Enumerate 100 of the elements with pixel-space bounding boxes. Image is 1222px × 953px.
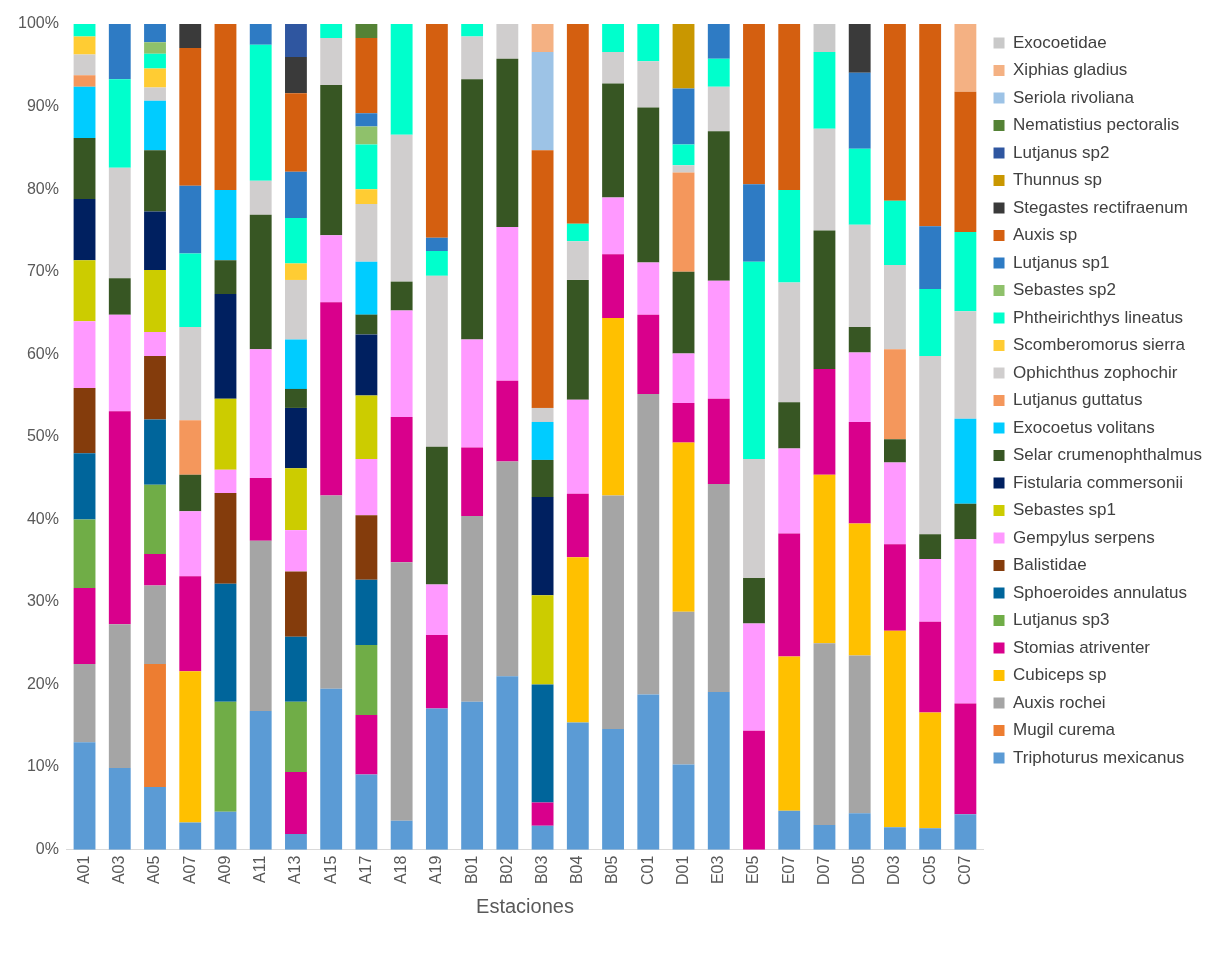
legend-label: Lutjanus sp2: [1013, 142, 1110, 162]
x-tick-label: A15: [321, 855, 339, 885]
bar: [425, 584, 448, 635]
bar: [179, 822, 202, 850]
bar: [179, 47, 202, 186]
bar: [461, 339, 484, 448]
bar: [707, 86, 730, 132]
bar: [108, 79, 131, 168]
bar: [390, 281, 413, 311]
y-tick-label: 40%: [26, 509, 59, 527]
bar: [848, 655, 871, 814]
bar: [144, 331, 166, 356]
bar: [919, 289, 942, 356]
x-tick-label: E07: [779, 855, 797, 885]
bar: [954, 503, 977, 540]
bar: [144, 786, 166, 850]
bar: [778, 402, 801, 449]
bar: [919, 828, 942, 850]
bar: [672, 165, 695, 173]
bar: [778, 24, 801, 190]
bar: [214, 260, 237, 294]
bar: [461, 516, 484, 702]
legend-label: Xiphias gladius: [1013, 60, 1128, 80]
bar: [531, 825, 554, 850]
bar: [637, 24, 660, 62]
bar: [637, 107, 660, 263]
x-tick-label: A13: [286, 855, 304, 885]
x-tick-label: B01: [462, 855, 480, 885]
bar: [214, 811, 237, 850]
bar: [390, 820, 413, 850]
x-tick-label: B02: [497, 855, 515, 885]
bar: [496, 461, 519, 677]
bar: [73, 75, 96, 87]
legend-label: Thunnus sp: [1013, 170, 1102, 190]
bar: [848, 523, 871, 656]
bar: [602, 495, 624, 730]
bar: [390, 417, 413, 563]
bar: [355, 515, 378, 580]
bar: [320, 495, 343, 689]
bar: [743, 623, 765, 731]
bar: [355, 144, 378, 190]
bar: [425, 24, 448, 238]
bar: [884, 349, 906, 440]
bar: [707, 24, 730, 59]
bar: [602, 729, 624, 850]
bar: [707, 483, 730, 692]
bar: [602, 24, 624, 53]
bar: [778, 810, 801, 850]
bar: [285, 468, 307, 531]
bar: [602, 52, 624, 84]
bar: [707, 131, 730, 281]
bar: [108, 624, 131, 768]
legend-label: Sebastes sp1: [1013, 500, 1117, 520]
bar: [285, 636, 307, 702]
bar: [602, 83, 624, 198]
legend-label: Nematistius pectoralis: [1013, 115, 1180, 135]
bar: [179, 24, 202, 48]
bar: [355, 113, 378, 127]
bar: [637, 262, 660, 315]
bar: [707, 280, 730, 399]
bar: [355, 203, 378, 262]
bar: [919, 534, 942, 560]
bar: [813, 128, 836, 231]
x-tick-label: A11: [251, 855, 269, 883]
bar: [249, 478, 272, 541]
bar: [214, 492, 237, 584]
bar: [884, 265, 906, 350]
bar: [778, 533, 801, 657]
bar: [919, 226, 942, 290]
bar: [848, 813, 871, 850]
bar: [285, 218, 307, 264]
bar: [531, 459, 554, 498]
bar: [355, 579, 378, 645]
x-tick-label: A01: [74, 855, 92, 885]
x-tick-label: B05: [603, 855, 621, 885]
legend-label: Fistularia commersonii: [1013, 472, 1184, 492]
bar: [144, 24, 166, 43]
bar: [919, 355, 942, 535]
bar: [108, 24, 131, 80]
bar: [179, 420, 202, 475]
x-tick-label: D01: [673, 855, 691, 886]
legend-label: Seriola rivoliana: [1013, 87, 1135, 107]
bar: [848, 148, 871, 225]
bar: [320, 235, 343, 303]
bar: [355, 38, 378, 114]
bar: [743, 459, 765, 579]
bar: [144, 42, 166, 54]
bar: [743, 261, 765, 460]
bar: [743, 730, 765, 850]
legend-label: Stomias atriventer: [1013, 637, 1151, 657]
bar: [813, 230, 836, 370]
bar: [813, 24, 836, 53]
bar: [73, 453, 96, 520]
legend-label: Triphoturus mexicanus: [1013, 747, 1185, 767]
bar: [672, 88, 695, 145]
y-tick-label: 80%: [26, 179, 59, 197]
bar: [602, 197, 624, 255]
bar: [531, 150, 554, 408]
bar: [108, 278, 131, 315]
bar: [848, 72, 871, 149]
